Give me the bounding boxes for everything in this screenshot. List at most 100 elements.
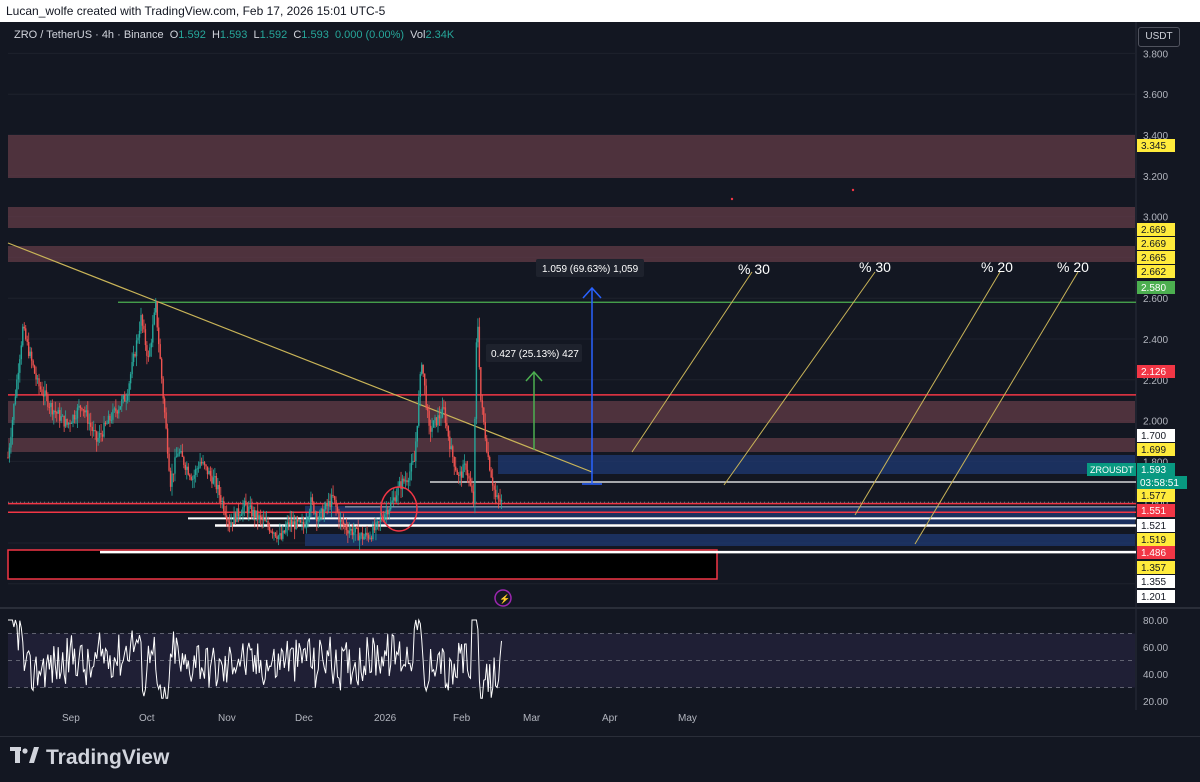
candle-body [178,452,181,454]
price-tick-10: 1.800 [1143,457,1168,468]
candle-body [293,521,296,530]
candle-body [186,466,188,470]
candle-body [373,525,376,531]
percent-label-2: % 20 [981,259,1013,275]
price-tag-bg-0 [1137,139,1175,152]
close-label: C [293,29,302,41]
candle-body [203,462,206,465]
candle-body [137,337,139,341]
candle-body [209,470,212,476]
candle-body [301,522,303,524]
candle-body [326,503,328,507]
candle-body [124,395,126,402]
candle-body [401,478,404,490]
candle-body [147,355,150,357]
candle-body [345,525,348,531]
candle-body [87,410,89,424]
candle-body [251,505,253,517]
candle-body [418,396,420,426]
candle-body [183,456,185,465]
candle-body [395,495,398,502]
time-tick-7: Apr [602,713,618,724]
candle-body [236,508,238,522]
candle-body [356,527,358,529]
candle-body [113,408,116,410]
price-tag-0: 3.345 [1141,141,1166,152]
candle-body [384,514,386,521]
candle-body [177,453,179,457]
candle-body [317,520,319,522]
candle-body [465,463,467,470]
candle-body [194,469,197,475]
candle-body [193,474,195,479]
candle-body [69,422,71,424]
candle-body [240,514,243,516]
projection-line-0 [631,271,753,453]
price-tag-bg-11 [1137,504,1175,517]
candle-body [61,415,64,417]
candle-body [462,464,464,478]
candle-body [330,494,333,508]
candle-body [363,536,365,540]
candle-body [285,527,287,533]
candle-body [138,330,141,338]
time-tick-1: Oct [139,713,155,724]
candle-body [122,395,124,400]
candle-body [171,473,173,487]
percent-label-0: % 30 [738,261,770,277]
candle-body [135,340,138,357]
candle-body [354,527,356,533]
candle-body [259,515,262,518]
candle-body [434,417,436,421]
countdown-label: 03:58:51 [1140,478,1179,489]
candle-body [187,466,189,475]
candle-body [119,406,121,410]
candle-body [175,456,178,458]
low-value: 1.592 [259,29,288,41]
candle-body [197,467,200,469]
candle-body [103,422,105,437]
candle-body [189,474,191,477]
candle-body [262,519,265,521]
candle-body [332,494,334,496]
candle-body [486,438,488,452]
candle-body [252,509,254,517]
percent-label-3: % 20 [1057,259,1089,275]
candle-body [409,471,411,481]
candle-body [370,537,373,540]
marker-dot-1 [851,188,855,192]
candle-body [121,399,123,407]
candle-body [208,470,210,475]
candle-body [33,365,36,374]
currency-button[interactable]: USDT [1138,27,1180,47]
candle-body [172,473,175,475]
price-tag-13: 1.519 [1141,535,1166,546]
price-tag-bg-17 [1137,590,1175,603]
candle-body [475,342,478,419]
candle-body [78,405,80,408]
candle-body [273,532,275,534]
marker-dot-0 [730,197,734,201]
price-tag-bg-5 [1137,281,1175,294]
candle-body [134,353,136,357]
candle-body [496,495,498,498]
candle-body [313,502,315,514]
candle-body [358,535,361,541]
candle-body [79,405,82,409]
price-tag-bg-6 [1137,365,1175,378]
candle-body [44,390,46,397]
price-tick-3: 3.200 [1143,172,1168,183]
candle-body [160,358,163,379]
candle-body [319,511,321,521]
candle-body [369,537,371,539]
tradingview-logo[interactable]: TradingView [10,745,169,770]
candle-body [126,394,129,401]
countdown-bg [1137,476,1187,489]
event-icon [494,589,512,607]
candle-body [338,511,340,523]
price-tick-11: 1.600 [1143,498,1168,509]
price-tag-3: 2.665 [1141,253,1166,264]
price-chart[interactable]: 1.059 (69.63%) 1,059 0.427 (25.13%) 427 % … [0,22,1200,736]
candle-body [7,457,9,459]
candle-body [342,521,345,525]
